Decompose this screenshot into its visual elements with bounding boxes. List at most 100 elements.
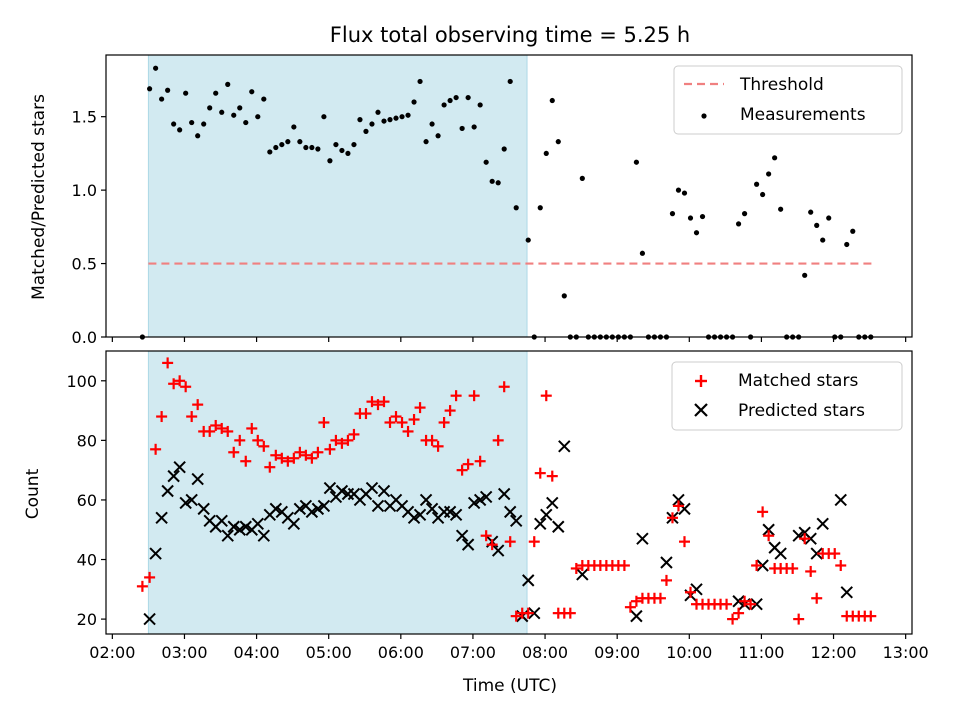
predicted-star-point: [377, 484, 391, 498]
predicted-star-point: [630, 609, 643, 623]
predicted-star-point: [371, 499, 385, 513]
predicted-star-point: [816, 517, 829, 530]
predicted-star-point: [672, 493, 685, 507]
predicted-star-point: [497, 487, 511, 501]
measurement-point: [303, 144, 309, 151]
measurement-point: [213, 90, 219, 96]
matched-star-point: [757, 506, 769, 518]
matched-star-point: [282, 455, 294, 467]
matched-star-point: [228, 446, 240, 458]
measurement-point: [369, 121, 375, 127]
measurement-point: [249, 89, 255, 95]
measurement-point: [808, 209, 814, 215]
measurement-point: [741, 211, 748, 217]
predicted-star-point: [467, 496, 481, 510]
matched-star-point: [733, 607, 745, 619]
measurement-point: [159, 96, 165, 102]
predicted-star-point: [810, 547, 823, 560]
measurement-point: [814, 222, 820, 228]
legend-matched-label: Matched stars: [738, 371, 858, 391]
measurement-point: [483, 159, 489, 165]
predicted-star-point: [558, 440, 571, 453]
predicted-star-point: [287, 517, 301, 530]
matched-star-point: [408, 414, 420, 426]
measurement-point: [315, 146, 321, 152]
matched-star-point: [660, 574, 672, 586]
measurement-point: [231, 112, 237, 118]
y-tick-label: 1.5: [72, 108, 97, 127]
bottom-panel-counts: 02:00 03:00 04:00 05:00 06:00 07:00 08:00 09:00…: [23, 350, 929, 696]
measurement-point: [357, 117, 363, 123]
matched-star-point: [330, 434, 342, 446]
measurement-point: [243, 119, 249, 126]
measurement-point: [309, 144, 315, 151]
measurement-point: [261, 96, 267, 102]
top-y-axis-label: Matched/Predicted stars: [29, 94, 49, 300]
legend-matched-swatch: [695, 375, 707, 387]
matched-star-point: [348, 428, 360, 440]
y-tick-label: 80: [77, 431, 97, 450]
matched-star-point: [799, 533, 811, 545]
plot-frame: [105, 54, 913, 338]
measurement-point: [279, 141, 285, 148]
observing-window-span: [147, 54, 528, 338]
matched-star-point: [624, 601, 636, 613]
measurement-point: [351, 141, 357, 148]
measurement-point: [507, 78, 513, 85]
matched-star-point: [474, 455, 486, 467]
matched-star-point: [835, 559, 847, 571]
measurement-point: [381, 118, 387, 124]
predicted-star-point: [534, 517, 547, 530]
matched-stars-points: [136, 357, 877, 625]
predicted-star-point: [167, 469, 180, 483]
matched-star-point: [805, 565, 817, 577]
matched-star-point: [763, 530, 775, 542]
measurement-point: [399, 114, 405, 120]
matched-star-point: [240, 455, 252, 467]
measurement-point: [165, 87, 171, 93]
measurement-point: [772, 155, 778, 161]
measurement-points: [139, 65, 874, 340]
matched-star-point: [336, 437, 348, 449]
measurement-point: [778, 206, 784, 212]
measurement-point: [681, 190, 688, 196]
x-tick-label: 06:00: [378, 643, 424, 662]
predicted-star-point: [455, 529, 469, 542]
top-legend: Threshold Measurements: [673, 65, 903, 135]
predicted-star-point: [269, 502, 283, 516]
measurement-point: [363, 128, 369, 134]
measurement-point: [826, 215, 832, 221]
predicted-star-point: [191, 472, 204, 486]
predicted-star-point: [491, 544, 505, 557]
predicted-star-point: [407, 511, 421, 525]
measurement-point: [273, 144, 279, 151]
matched-star-point: [630, 595, 642, 607]
measurement-point: [267, 149, 273, 155]
measurement-point: [555, 139, 561, 145]
matched-star-point: [136, 580, 148, 592]
predicted-star-point: [335, 484, 349, 498]
measurement-point: [405, 112, 411, 118]
matched-star-point: [492, 434, 504, 446]
matched-star-point: [666, 512, 678, 524]
measurement-point: [207, 105, 213, 111]
matched-star-point: [540, 390, 552, 402]
predicted-star-point: [143, 612, 156, 626]
predicted-star-point: [756, 559, 769, 572]
measurement-point: [501, 146, 507, 152]
predicted-star-point: [636, 532, 649, 545]
matched-star-point: [162, 357, 174, 369]
matched-star-point: [721, 598, 733, 610]
matched-star-point: [684, 586, 696, 598]
legend-predicted-label: Predicted stars: [738, 401, 865, 421]
matched-star-point: [258, 440, 270, 452]
measurement-point: [291, 124, 297, 130]
chart-title: Flux total observing time = 5.25 h: [330, 23, 690, 47]
matched-star-point: [811, 592, 823, 604]
measurement-point: [423, 139, 429, 145]
predicted-star-point: [413, 508, 427, 522]
predicted-star-point: [461, 538, 475, 551]
measurement-point: [489, 178, 495, 184]
measurement-point: [441, 102, 447, 108]
x-tick-label: 03:00: [161, 643, 207, 662]
